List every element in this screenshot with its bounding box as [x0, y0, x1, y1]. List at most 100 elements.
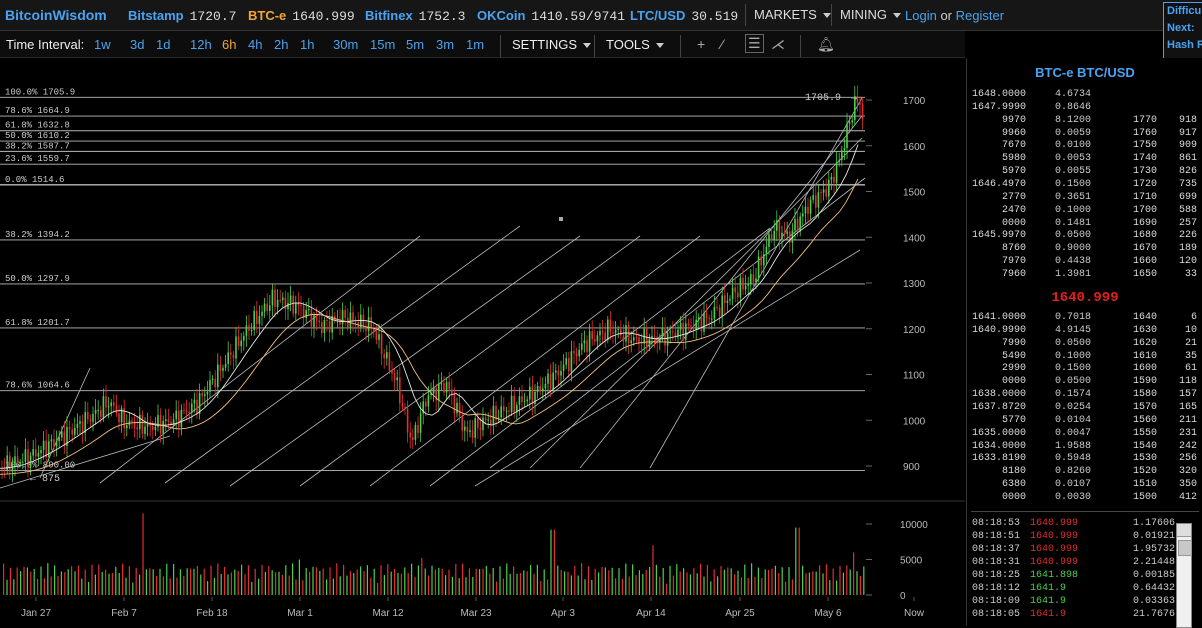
orderbook-row[interactable]: 5970 0.0055 1730 826 — [967, 166, 1202, 179]
orderbook-row[interactable]: 8760 0.9000 1670 189 — [967, 243, 1202, 256]
orderbook-row[interactable]: 1638.0000 0.1574 1580 157 — [967, 389, 1202, 402]
candle-body — [326, 319, 328, 321]
orderbook-row[interactable]: 5490 0.1000 1610 35 — [967, 351, 1202, 364]
volume-bar — [768, 569, 770, 595]
orderbook-row[interactable]: 2990 0.1500 1600 61 — [967, 363, 1202, 376]
scroll-thumb[interactable] — [1178, 540, 1192, 556]
orderbook-row[interactable]: 2770 0.3651 1710 699 — [967, 192, 1202, 205]
trade-row[interactable]: 08:18:53 1640.999 1.17606 — [967, 518, 1202, 531]
orderbook-row[interactable]: 1633.8190 0.5948 1530 256 — [967, 453, 1202, 466]
orderbook-row[interactable]: 1637.8720 0.0254 1570 165 — [967, 402, 1202, 415]
candle-body — [336, 319, 339, 321]
trade-row[interactable]: 08:18:31 1640.999 2.21448 — [967, 557, 1202, 570]
trendline-icon[interactable]: ⁄ — [721, 36, 724, 52]
time-axis-label: Apr 25 — [725, 608, 755, 619]
interval-1h[interactable]: 1h — [300, 37, 315, 52]
fib-level-label: 50.0% 1297.9 — [5, 274, 70, 284]
orderbook-row[interactable]: 7670 0.0100 1750 909 — [967, 140, 1202, 153]
ticker-bitfinex[interactable]: Bitfinex 1752.3 — [365, 8, 466, 24]
orderbook-row[interactable]: 1640.9990 4.9145 1630 10 — [967, 325, 1202, 338]
trade-row[interactable]: 08:18:51 1640.999 0.01921 — [967, 531, 1202, 544]
interval-1d[interactable]: 1d — [156, 37, 171, 52]
orderbook-row[interactable]: 1641.0000 0.7018 1640 6 — [967, 312, 1202, 325]
orderbook-price: 1641.0000 — [972, 312, 1027, 323]
orderbook-row[interactable]: 8180 0.8260 1520 320 — [967, 466, 1202, 479]
interval-30m[interactable]: 30m — [333, 37, 359, 52]
volume-bar — [611, 567, 613, 595]
volume-bar — [179, 569, 181, 595]
orderbook-row[interactable]: 5770 0.0104 1560 211 — [967, 415, 1202, 428]
interval-15m[interactable]: 15m — [370, 37, 396, 52]
trade-row[interactable]: 08:18:25 1641.898 0.00185 — [967, 570, 1202, 583]
fan-icon[interactable]: ⋌ — [771, 36, 785, 52]
ticker-bitstamp[interactable]: Bitstamp 1720.7 — [128, 8, 237, 24]
orderbook-row[interactable]: 1645.9970 0.0500 1680 226 — [967, 230, 1202, 243]
orderbook-row[interactable]: 9960 0.0059 1760 917 — [967, 128, 1202, 141]
site-logo[interactable]: BitcoinWisdom — [5, 7, 107, 23]
orderbook-row[interactable]: 7990 0.0500 1620 21 — [967, 338, 1202, 351]
volume-bar — [122, 563, 124, 595]
orderbook-row[interactable]: 7960 1.3981 1650 33 — [967, 269, 1202, 282]
alert-bell-icon[interactable]: 🔔︎ — [817, 36, 835, 52]
orderbook-row[interactable]: 7970 0.4438 1660 120 — [967, 256, 1202, 269]
interval-12h[interactable]: 12h — [190, 37, 212, 52]
orderbook-sum: 231 — [1178, 427, 1197, 439]
orderbook-row[interactable]: 0000 0.0500 1590 118 — [967, 376, 1202, 389]
volume-bar — [203, 568, 205, 595]
trade-row[interactable]: 08:18:12 1641.9 0.64432 — [967, 583, 1202, 596]
interval-3d[interactable]: 3d — [130, 37, 145, 52]
orderbook-row[interactable]: 0000 0.0030 1500 412 — [967, 492, 1202, 505]
trade-row[interactable]: 08:18:05 1641.9 21.7676 — [967, 609, 1202, 622]
interval-4h[interactable]: 4h — [248, 37, 263, 52]
fib-levels-icon[interactable]: ☰ — [745, 34, 764, 53]
trade-row[interactable]: 08:18:37 1640.999 1.95732 — [967, 544, 1202, 557]
candle-body — [713, 306, 716, 319]
orderbook-row[interactable]: 9970 8.1200 1770 918 — [967, 115, 1202, 128]
fib-level-label: 100.0% 1705.9 — [5, 87, 75, 97]
orderbook-price: 7670 — [1001, 140, 1026, 152]
orderbook-row[interactable]: 2470 0.1000 1700 588 — [967, 205, 1202, 218]
trade-row[interactable]: 08:18:09 1641.9 0.03363 — [967, 596, 1202, 609]
candle-body — [703, 312, 705, 332]
volume-bar — [173, 563, 175, 595]
price-chart[interactable]: 100.0% 1705.978.6% 1664.961.8% 1632.850.… — [0, 58, 965, 626]
markets-menu[interactable]: MARKETS — [754, 7, 831, 22]
volume-bar — [190, 568, 192, 595]
interval-1w[interactable]: 1w — [94, 37, 111, 52]
mining-menu[interactable]: MINING — [840, 7, 901, 22]
ticker-btce[interactable]: BTC-e 1640.999 — [248, 8, 355, 24]
candle-body — [206, 391, 209, 395]
orderbook-title[interactable]: BTC-e BTC/USD — [1035, 65, 1135, 80]
orderbook-row[interactable]: 6380 0.0107 1510 350 — [967, 479, 1202, 492]
orderbook-row[interactable]: 1634.0000 1.9588 1540 242 — [967, 441, 1202, 454]
orderbook-row[interactable]: 0000 0.1481 1690 257 — [967, 218, 1202, 231]
interval-1m[interactable]: 1m — [466, 37, 485, 52]
settings-menu[interactable]: SETTINGS — [512, 37, 592, 52]
difficulty-box[interactable]: Difficu Next: Hash R — [1163, 2, 1202, 59]
ticker-ltcusd[interactable]: LTC/USD 30.519 — [630, 8, 739, 24]
interval-3m[interactable]: 3m — [436, 37, 455, 52]
orderbook-row[interactable]: 1635.0000 0.0047 1550 231 — [967, 428, 1202, 441]
ticker-okcoin[interactable]: OKCoin 1410.59/9741 — [477, 8, 626, 24]
interval-6h[interactable]: 6h — [222, 37, 237, 52]
orderbook-row[interactable]: 1646.4970 0.1500 1720 735 — [967, 179, 1202, 192]
orderbook-row[interactable]: 5980 0.0053 1740 861 — [967, 153, 1202, 166]
orderbook-row[interactable]: 1648.0000 4.6734 — [967, 89, 1202, 102]
tools-menu[interactable]: TOOLS — [606, 37, 664, 52]
volume-axis-label: 5000 — [900, 556, 923, 567]
login-link[interactable]: Login — [905, 8, 937, 23]
interval-2h[interactable]: 2h — [274, 37, 289, 52]
interval-5m[interactable]: 5m — [406, 37, 425, 52]
scroll-up-icon[interactable] — [1177, 524, 1191, 537]
volume-bar — [859, 576, 861, 595]
orderbook-row[interactable]: 1647.9990 0.8646 — [967, 102, 1202, 115]
candle-body — [321, 322, 323, 334]
orderbook-sum: 412 — [1178, 491, 1197, 503]
volume-bar — [672, 575, 674, 595]
orderbook-sum-price: 1640 — [1132, 312, 1157, 323]
trades-scrollbar[interactable] — [1176, 523, 1192, 628]
orderbook-sum: 826 — [1178, 166, 1197, 178]
crosshair-icon[interactable]: + — [697, 36, 706, 52]
register-link[interactable]: Register — [955, 8, 1005, 23]
candle-body — [807, 206, 809, 214]
